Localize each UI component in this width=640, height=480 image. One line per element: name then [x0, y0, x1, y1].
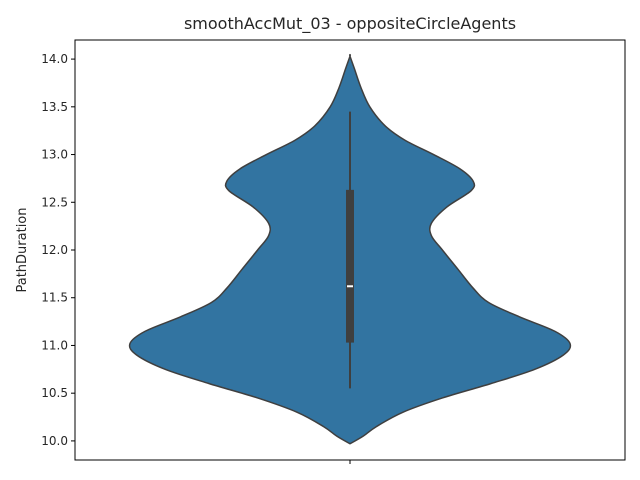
- y-tick-label: 13.5: [41, 100, 68, 114]
- y-tick-label: 10.0: [41, 434, 68, 448]
- plot-frame: [74, 39, 626, 461]
- y-ticks: 10.0 10.5 11.0 11.5 12.0 12.5 13.0 13.5 14.0: [41, 52, 75, 448]
- y-tick-label: 12.0: [41, 243, 68, 257]
- box-layer: [346, 111, 354, 389]
- y-tick-label: 11.0: [41, 338, 68, 352]
- y-tick-label: 11.5: [41, 291, 68, 305]
- chart-title: smoothAccMut_03 - oppositeCircleAgents: [184, 14, 516, 34]
- iqr-box: [346, 189, 354, 343]
- y-axis-label: PathDuration: [15, 207, 30, 292]
- y-tick-label: 14.0: [41, 52, 68, 66]
- y-tick-label: 10.5: [41, 386, 68, 400]
- y-tick-label: 12.5: [41, 195, 68, 209]
- y-tick-label: 13.0: [41, 148, 68, 162]
